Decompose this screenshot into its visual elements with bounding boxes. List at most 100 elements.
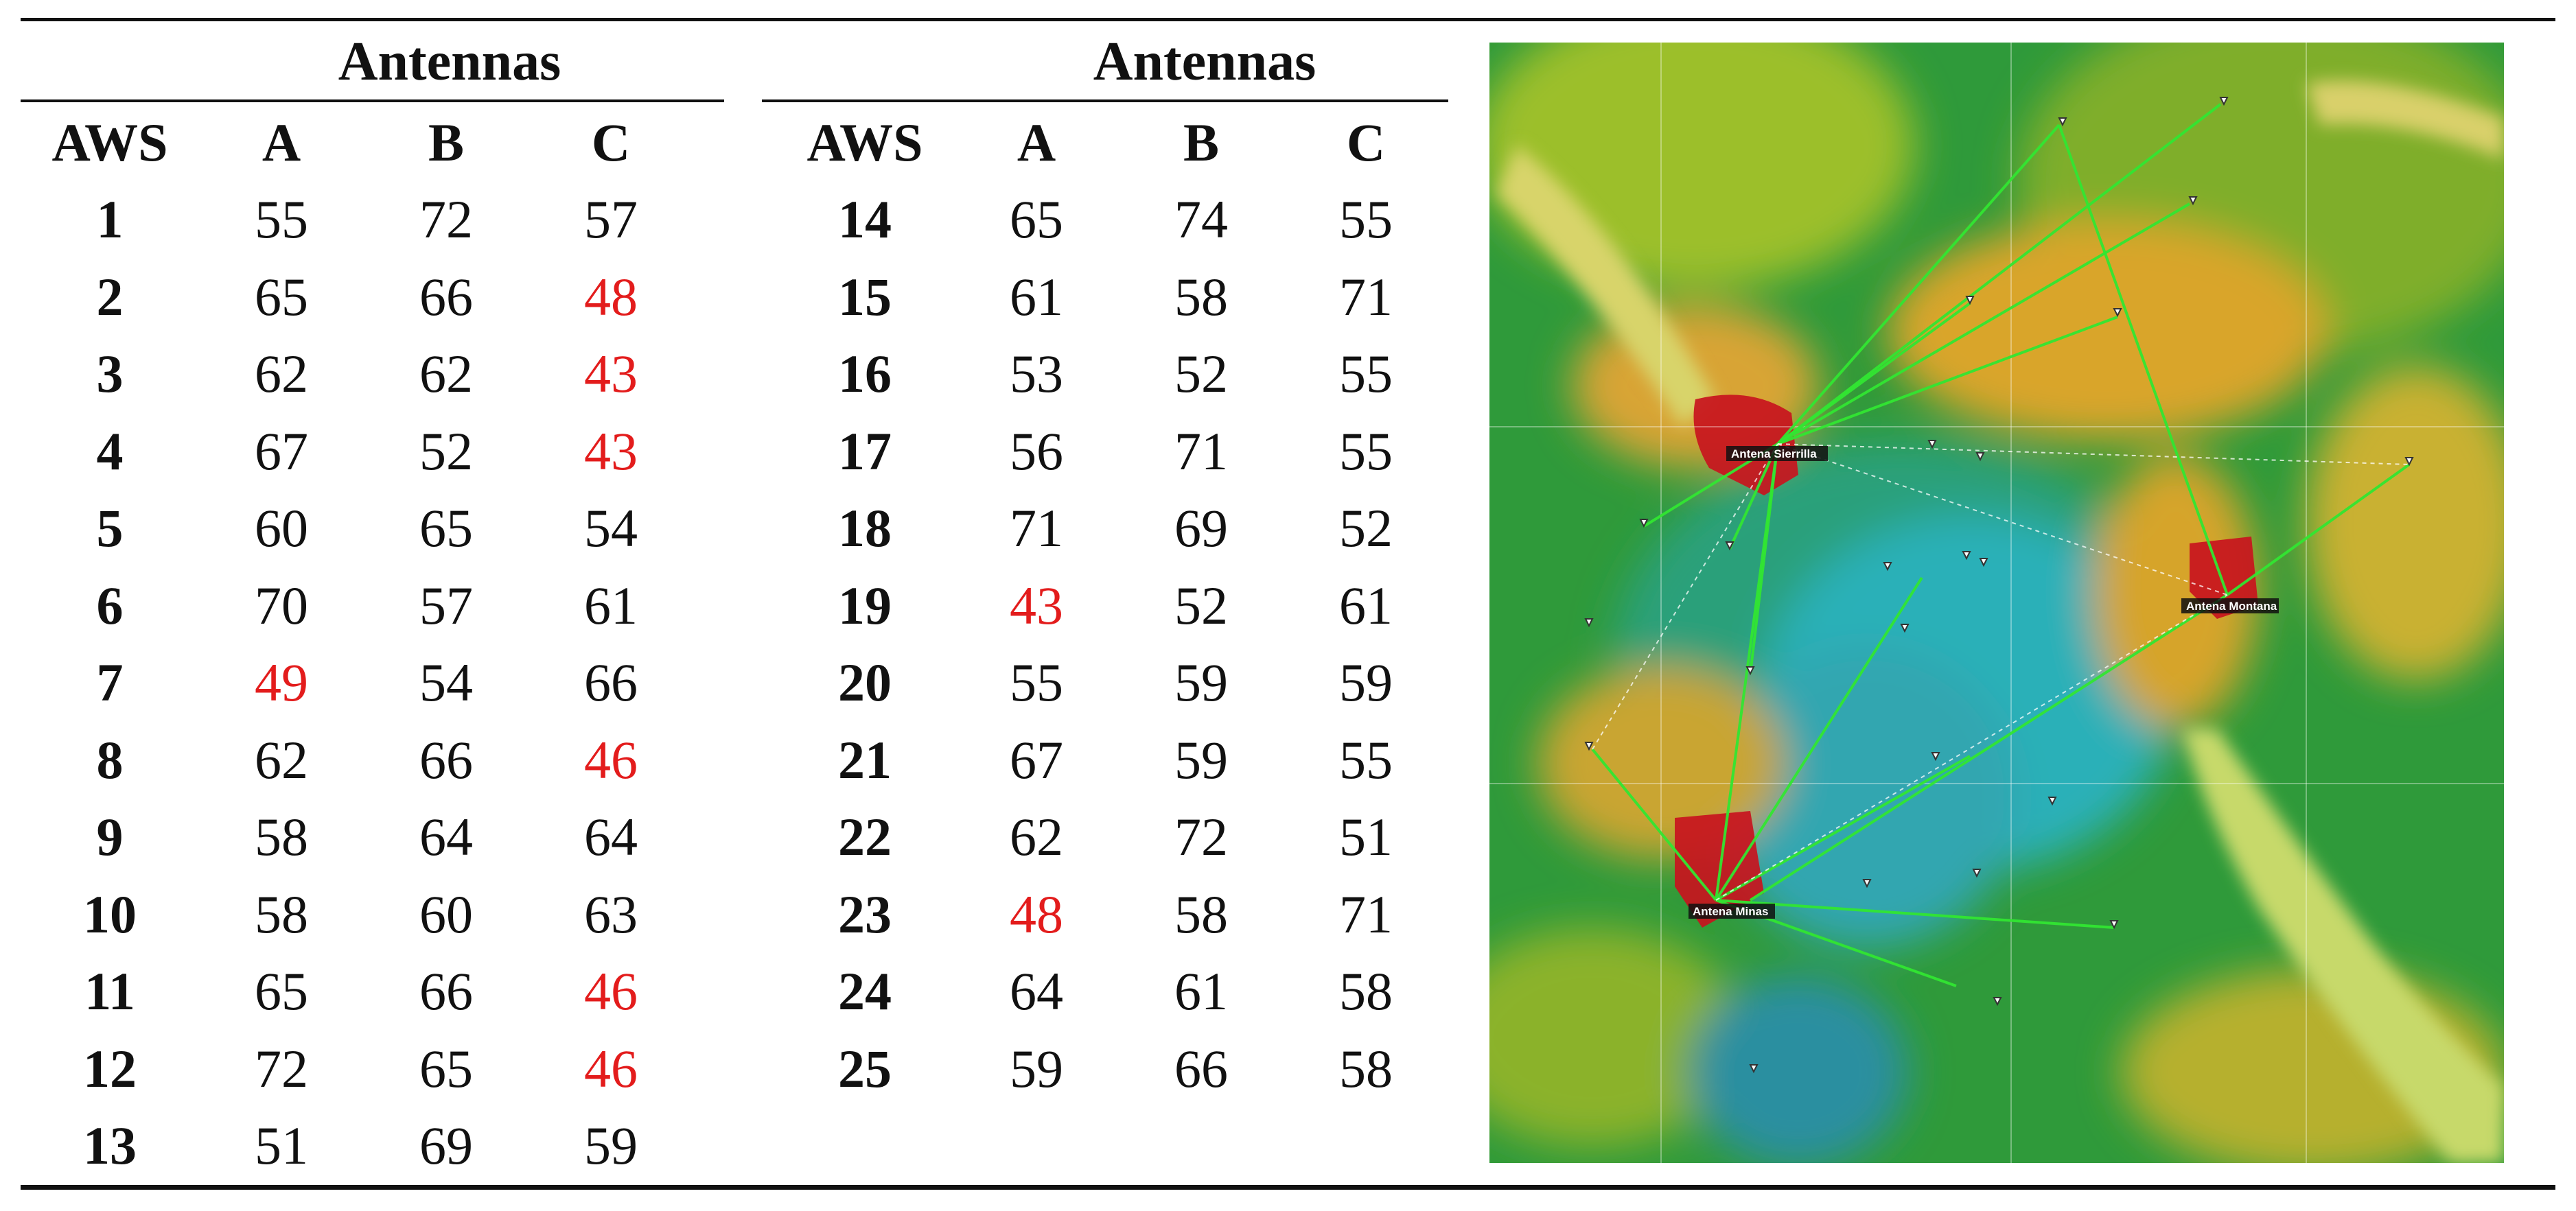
right-group-rule <box>762 99 1448 102</box>
value-cell-a: 51 <box>255 1116 308 1175</box>
value-cell-c: 48 <box>584 266 638 327</box>
aws-id-cell: 7 <box>96 652 124 712</box>
value-cell-c: 55 <box>1339 729 1393 790</box>
aws-id-cell: 13 <box>83 1116 137 1175</box>
value-cell-a: 48 <box>1010 884 1063 944</box>
value-cell-c: 46 <box>584 729 638 790</box>
value-cell-c: 55 <box>1339 344 1393 403</box>
value-cell-c: 58 <box>1339 961 1393 1021</box>
aws-id-cell: 2 <box>96 266 124 327</box>
antenna-label-montana: Antena Montana <box>2186 600 2277 613</box>
value-cell-a: 65 <box>255 961 308 1021</box>
value-cell-a: 72 <box>255 1038 308 1098</box>
value-cell-a: 62 <box>1010 807 1063 867</box>
value-cell-a: 58 <box>255 884 308 944</box>
aws-id-cell: 9 <box>96 807 124 867</box>
value-cell-b: 59 <box>1174 729 1228 790</box>
value-cell-b: 54 <box>419 652 473 712</box>
value-cell-a: 62 <box>255 344 308 403</box>
value-cell-b: 66 <box>419 729 473 790</box>
value-cell-b: 72 <box>1174 807 1228 867</box>
value-cell-b: 66 <box>419 266 473 327</box>
value-cell-a: 49 <box>255 652 308 712</box>
aws-id-cell: 1 <box>96 189 124 249</box>
column-header-c: C <box>1346 113 1386 172</box>
value-cell-a: 58 <box>255 807 308 867</box>
value-cell-a: 53 <box>1010 344 1063 403</box>
column-header-aws: AWS <box>51 113 168 172</box>
value-cell-c: 55 <box>1339 189 1393 249</box>
value-cell-c: 61 <box>1339 575 1393 635</box>
value-cell-b: 60 <box>419 884 473 944</box>
value-cell-a: 43 <box>1010 575 1063 635</box>
table-top-rule <box>21 18 2555 21</box>
aws-id-cell: 19 <box>838 575 892 635</box>
aws-id-cell: 5 <box>96 498 124 558</box>
value-cell-b: 72 <box>419 189 473 249</box>
value-cell-b: 62 <box>419 344 473 403</box>
value-cell-a: 62 <box>255 729 308 790</box>
table-bottom-rule <box>21 1185 2555 1190</box>
value-cell-a: 55 <box>1010 652 1063 712</box>
value-cell-b: 69 <box>419 1116 473 1175</box>
antenna-label-minas: Antena Minas <box>1693 905 1769 918</box>
column-header-c: C <box>591 113 631 172</box>
value-cell-b: 52 <box>1174 344 1228 403</box>
aws-id-cell: 23 <box>838 884 892 944</box>
value-cell-b: 66 <box>1174 1038 1228 1098</box>
value-cell-b: 74 <box>1174 189 1228 249</box>
value-cell-b: 52 <box>1174 575 1228 635</box>
value-cell-b: 61 <box>1174 961 1228 1021</box>
value-cell-b: 71 <box>1174 421 1228 481</box>
value-cell-c: 52 <box>1339 498 1393 558</box>
aws-id-cell: 14 <box>838 189 892 249</box>
coverage-map-image: Antena Sierrilla Antena Montana Antena M… <box>1489 43 2504 1163</box>
value-cell-c: 64 <box>584 807 638 867</box>
value-cell-c: 43 <box>584 344 638 403</box>
aws-id-cell: 8 <box>96 729 124 790</box>
value-cell-b: 58 <box>1174 266 1228 327</box>
aws-id-cell: 17 <box>838 421 892 481</box>
value-cell-b: 57 <box>419 575 473 635</box>
group-header-antennas: Antennas <box>1093 32 1316 92</box>
value-cell-a: 59 <box>1010 1038 1063 1098</box>
value-cell-c: 63 <box>584 884 638 944</box>
value-cell-b: 69 <box>1174 498 1228 558</box>
column-header-a: A <box>1017 113 1056 172</box>
value-cell-b: 65 <box>419 1038 473 1098</box>
value-cell-c: 43 <box>584 421 638 481</box>
value-cell-a: 67 <box>255 421 308 481</box>
antenna-label-sierrilla: Antena Sierrilla <box>1731 447 1817 460</box>
value-cell-c: 59 <box>1339 652 1393 712</box>
aws-id-cell: 15 <box>838 266 892 327</box>
value-cell-c: 51 <box>1339 807 1393 867</box>
value-cell-c: 46 <box>584 1038 638 1098</box>
column-header-aws: AWS <box>807 113 923 172</box>
aws-id-cell: 24 <box>838 961 892 1021</box>
value-cell-a: 55 <box>255 189 308 249</box>
aws-id-cell: 4 <box>96 421 124 481</box>
value-cell-c: 66 <box>584 652 638 712</box>
value-cell-c: 55 <box>1339 421 1393 481</box>
value-cell-a: 64 <box>1010 961 1063 1021</box>
value-cell-a: 56 <box>1010 421 1063 481</box>
value-cell-a: 65 <box>255 266 308 327</box>
value-cell-c: 61 <box>584 575 638 635</box>
value-cell-a: 71 <box>1010 498 1063 558</box>
column-header-b: B <box>1183 113 1220 172</box>
aws-id-cell: 22 <box>838 807 892 867</box>
group-header-antennas: Antennas <box>338 32 561 92</box>
aws-id-cell: 25 <box>838 1038 892 1098</box>
value-cell-c: 57 <box>584 189 638 249</box>
aws-id-cell: 20 <box>838 652 892 712</box>
value-cell-a: 65 <box>1010 189 1063 249</box>
column-header-b: B <box>428 113 465 172</box>
value-cell-b: 59 <box>1174 652 1228 712</box>
value-cell-c: 71 <box>1339 266 1393 327</box>
value-cell-a: 60 <box>255 498 308 558</box>
value-cell-b: 58 <box>1174 884 1228 944</box>
value-cell-c: 71 <box>1339 884 1393 944</box>
value-cell-a: 61 <box>1010 266 1063 327</box>
value-cell-b: 65 <box>419 498 473 558</box>
aws-id-cell: 21 <box>838 729 892 790</box>
